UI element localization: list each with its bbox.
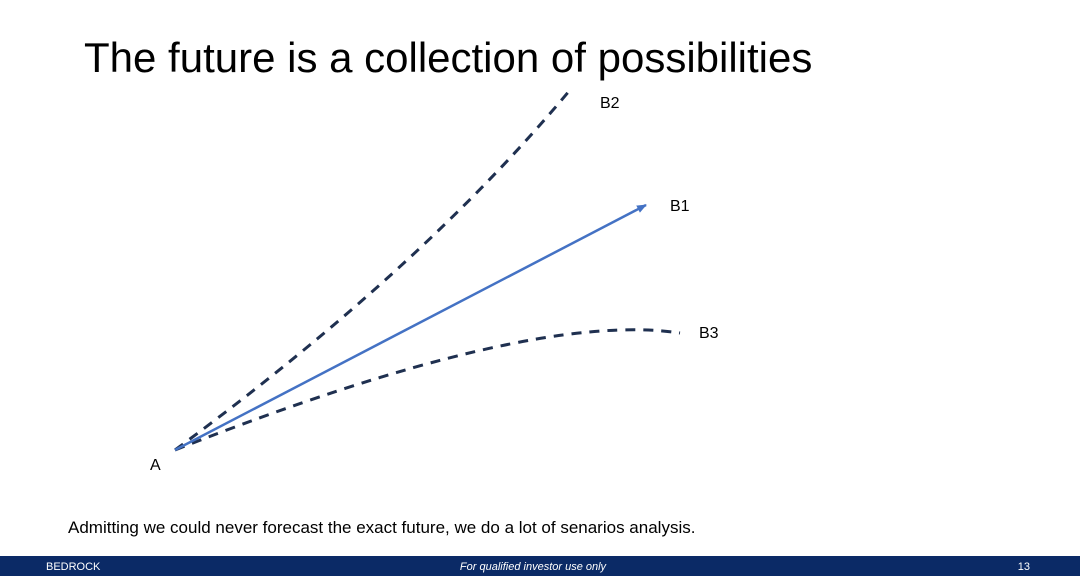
node-label: B2 [600,95,620,112]
node-label: A [150,457,161,474]
footer-left: BEDROCK [46,561,101,573]
footer-center: For qualified investor use only [460,561,608,573]
node-label: B3 [699,325,719,342]
node-label: B1 [670,198,690,215]
path-b3 [174,328,681,452]
caption: Admitting we could never forecast the ex… [68,518,695,537]
footer-bar [0,556,1080,576]
title: The future is a collection of possibilit… [84,34,812,81]
page-number: 13 [1018,561,1030,573]
path-b2 [174,89,572,452]
path-b1 [174,203,647,452]
